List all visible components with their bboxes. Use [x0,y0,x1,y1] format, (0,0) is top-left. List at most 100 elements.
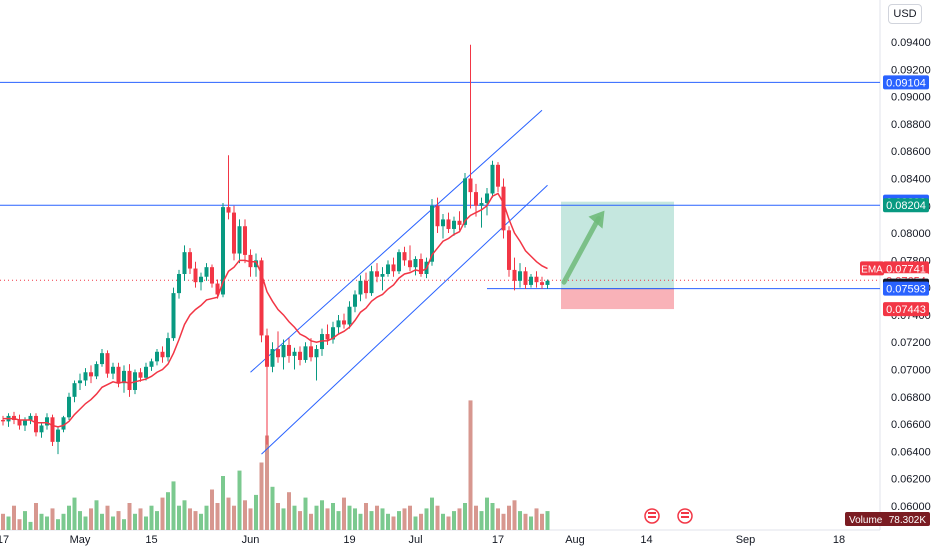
arrow-shaft[interactable] [561,216,601,285]
candle-body [188,252,192,269]
flag-event-stripe [648,512,656,514]
candle-body [463,178,467,225]
volume-bar [1,513,5,530]
candle-body [100,353,104,365]
price-tick-label: 0.09000 [891,92,931,104]
target-zone[interactable] [561,201,674,289]
volume-bar [17,519,22,530]
price-tick-label: 0.06800 [891,392,931,404]
candle-body [468,178,473,193]
volume-bar [424,508,429,530]
price-tick-label: 0.08000 [891,228,931,240]
volume-bar [215,503,220,530]
candle-body [490,164,495,194]
volume-tag-box [845,512,930,526]
volume-bar [232,505,236,530]
candle-body [210,267,214,284]
volume-bar [391,516,396,530]
volume-bar [45,516,49,530]
volume-bar [210,489,214,530]
volume-bar [446,516,451,530]
volume-bar [72,497,77,530]
volume-bar [199,513,203,530]
candle-body [419,258,423,274]
price-tick-label: 0.07000 [891,365,931,377]
volume-bar [28,521,33,530]
volume-bar [298,511,302,530]
candle-body [325,334,330,340]
volume-bar [485,497,489,530]
channel-lower-line[interactable] [261,184,548,455]
candle-body [309,346,313,358]
volume-bar [479,511,484,530]
volume-bar [545,511,550,530]
candle-body [485,193,489,204]
volume-bar [397,511,401,530]
volume-bar [78,511,82,530]
volume-bar [309,513,313,530]
time-tick-label: Aug [565,534,585,546]
volume-bar [105,505,110,530]
volume-bar [237,470,242,530]
candle-body [237,226,242,254]
volume-bar [6,516,11,530]
arrow-head[interactable] [588,210,605,229]
price-tick-label: 0.06400 [891,446,931,458]
candle-body [474,192,478,206]
volume-bar [435,505,440,530]
volume-bar [138,508,143,530]
volume-bar [457,508,462,530]
time-tick-label: Jul [408,534,422,546]
candle-body [386,264,390,274]
price-label: 0.09104 [886,77,926,89]
price-label-box [883,281,929,296]
price-tick-label: 0.09200 [891,64,931,76]
candle-body [149,361,154,367]
candle-body [50,417,55,442]
volume-bar [303,497,308,530]
candle-body [430,205,434,262]
time-tick-label: Jun [242,534,260,546]
volume-bar [402,508,407,530]
volume-bar [182,500,187,530]
candle-body [89,372,93,377]
volume-bar [56,519,60,530]
volume-bar [375,505,379,530]
volume-bar [452,511,456,530]
candle-body [259,260,264,336]
candle-body [512,269,517,281]
volume-bar [529,516,533,530]
channel-upper-line[interactable] [250,109,543,373]
candle-body [171,293,176,339]
volume-bar [523,513,528,530]
candle-body [78,380,82,384]
currency-button[interactable]: USD [888,4,922,24]
candle-body [72,383,77,397]
volume-bar [100,513,104,530]
candle-body [23,420,27,426]
volume-bar [50,508,55,530]
candle-body [94,364,99,377]
candle-body [243,226,247,255]
volume-bar [320,500,324,530]
volume-bar [221,476,225,530]
candle-body [281,344,286,358]
volume-bar [89,508,93,530]
candle-body [391,264,396,272]
price-tick-label: 0.08800 [891,119,931,131]
volume-bar [193,511,198,530]
time-tick-label: Sep [736,534,756,546]
stop-zone[interactable] [561,288,674,310]
candle-body [441,219,445,227]
candle-body [116,366,121,384]
candle-body [501,186,506,231]
volume-bar [501,513,506,530]
price-label-box [883,75,929,90]
volume-bar [474,505,478,530]
volume-bar [270,486,275,530]
candle-body [127,370,132,390]
price-label-box [883,302,929,317]
volume-bar [12,505,16,530]
